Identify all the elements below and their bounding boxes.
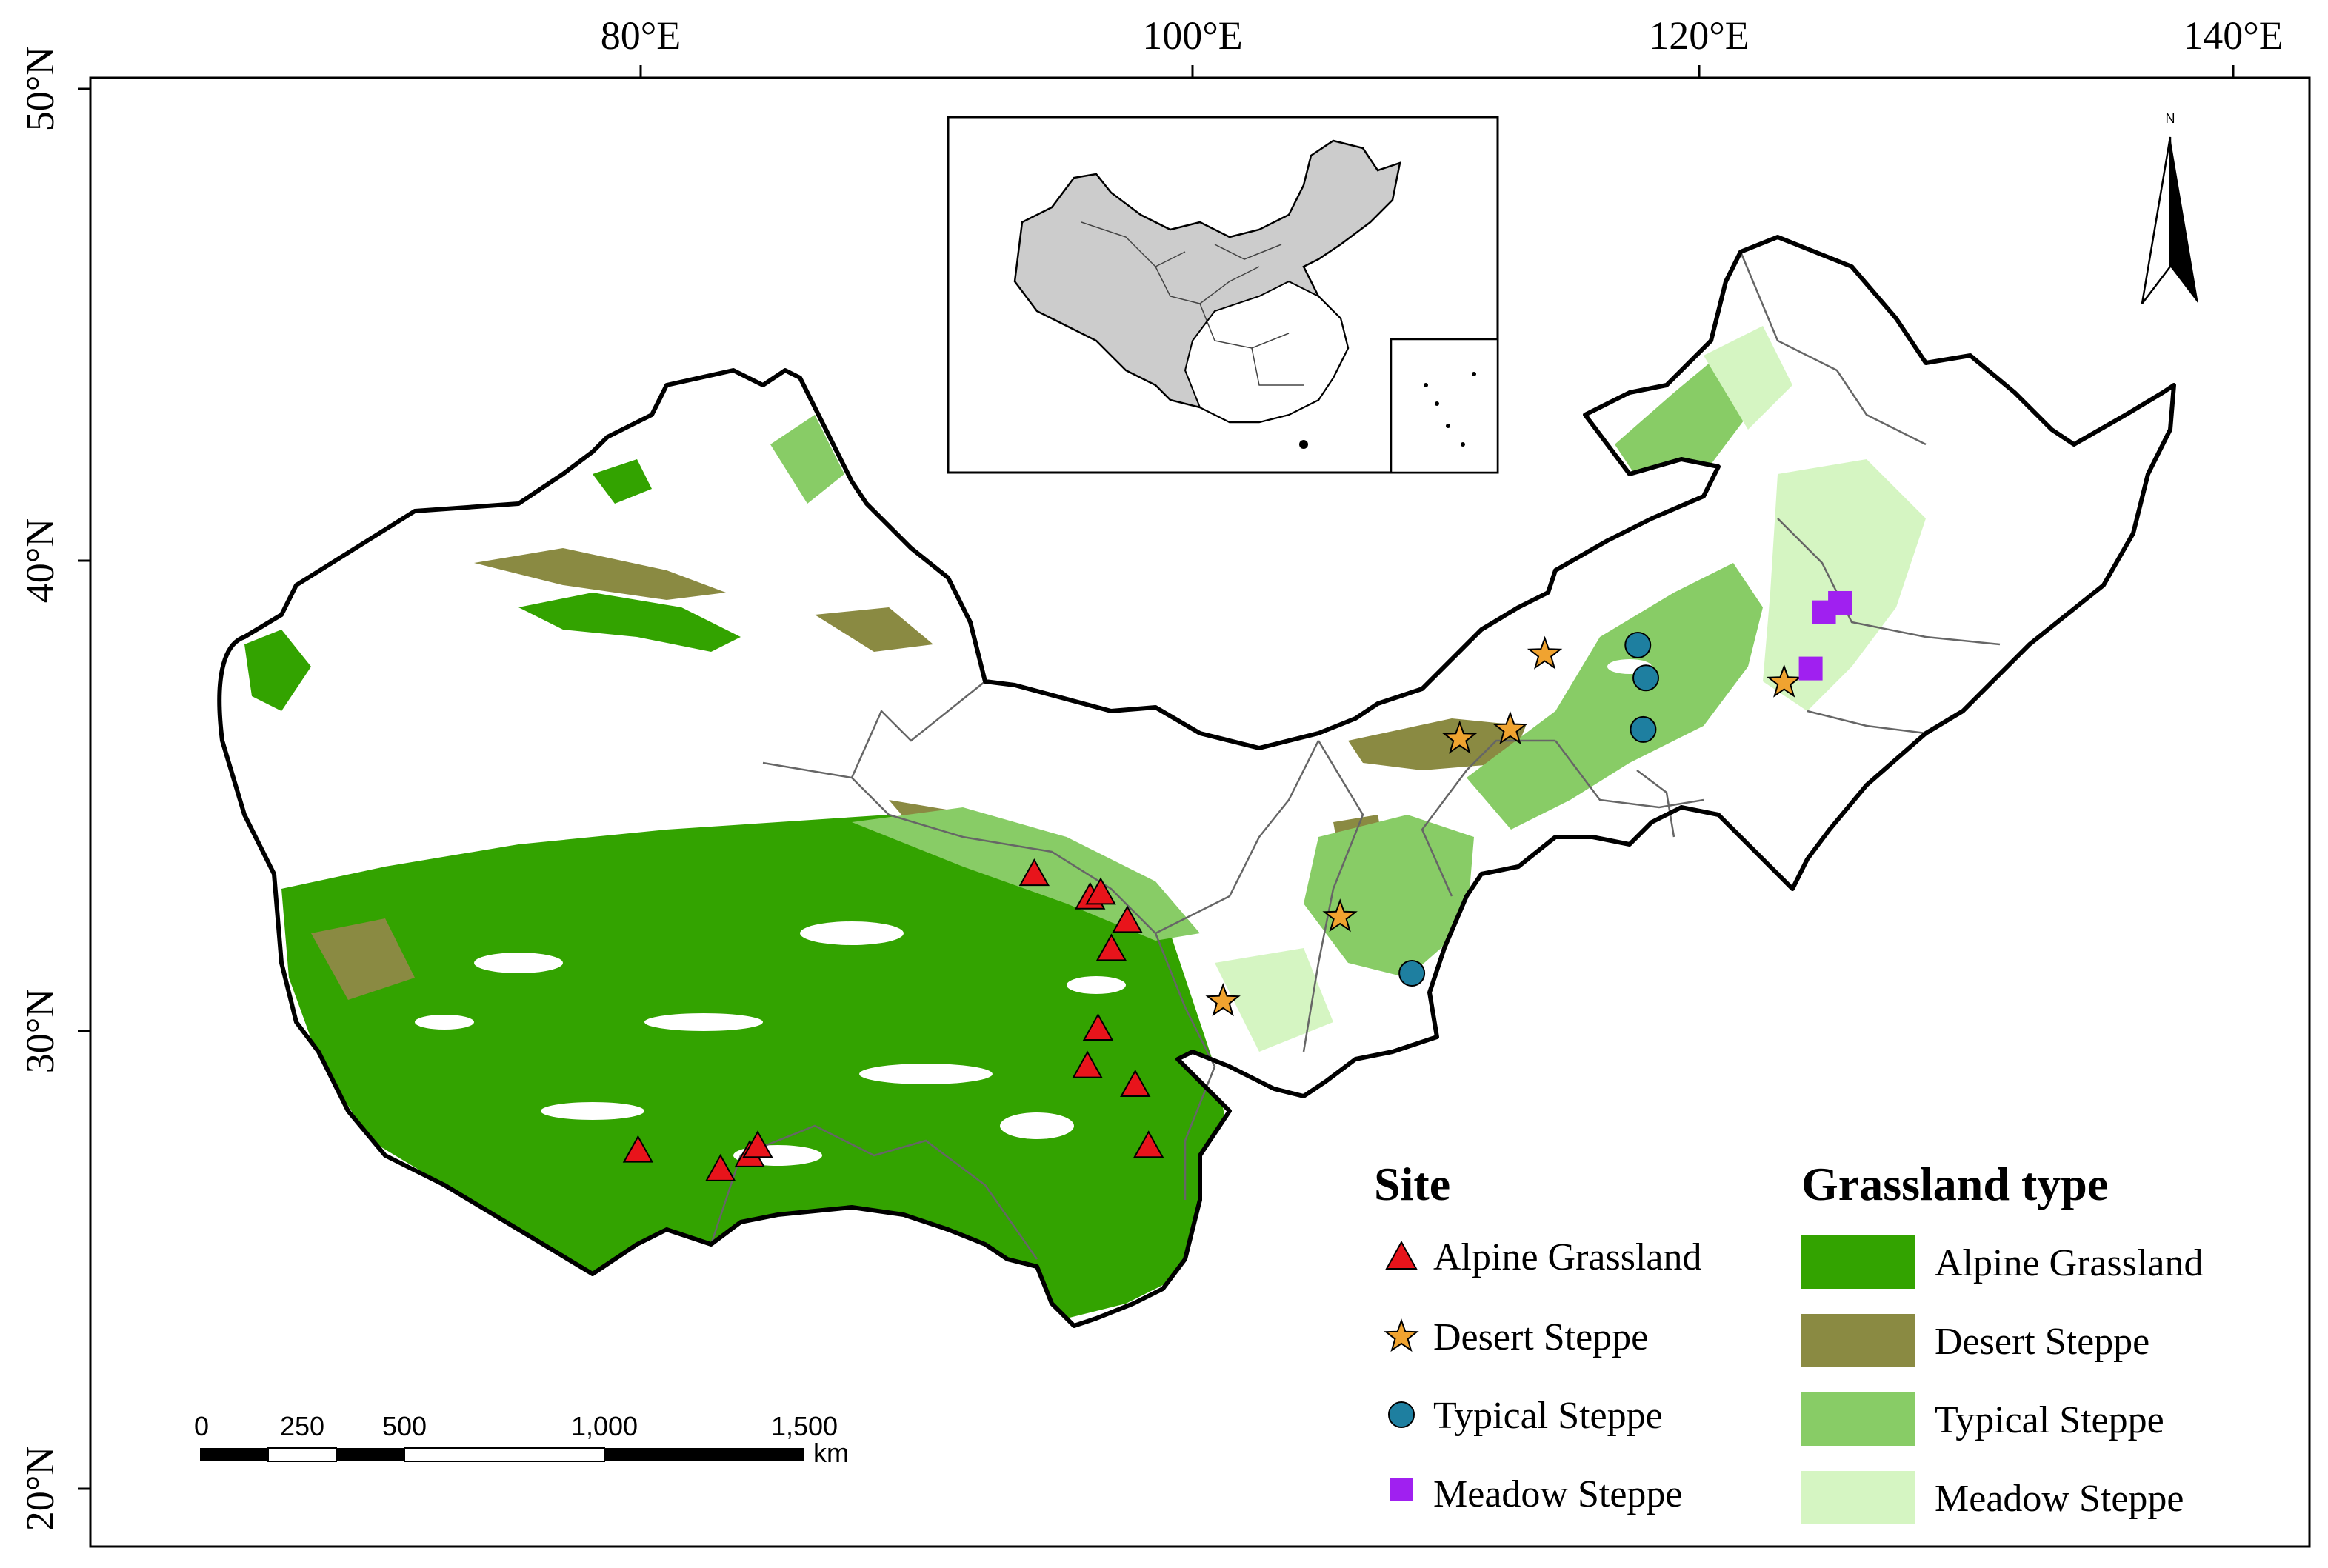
legend-type-label: Alpine Grassland: [1935, 1242, 2203, 1284]
china-outline: [217, 235, 2176, 1328]
frame-ticks: [78, 65, 2235, 1490]
legend-types-title: Grassland type: [1801, 1158, 2108, 1210]
legend-type-label: Desert Steppe: [1935, 1321, 2149, 1363]
typical-steppe-area: [770, 415, 844, 504]
legend-swatch-meadow: [1801, 1471, 1915, 1524]
lat-label-30: 30°N: [18, 989, 62, 1074]
typical-site-marker: [1632, 664, 1660, 692]
inset-internal-boundaries: [1081, 221, 1304, 386]
desert-site-marker: [1441, 720, 1478, 754]
desert-site-marker: [1527, 635, 1563, 670]
inset-southeast-region: [1184, 280, 1350, 423]
alpine-site-marker: [704, 1153, 736, 1181]
alpine-grassland-area: [244, 630, 311, 711]
typical-steppe-area: [1467, 563, 1763, 830]
alpine-grassland-area: [518, 593, 741, 652]
lon-label-80: 80°E: [601, 13, 681, 58]
alpine-site-marker: [1120, 1069, 1151, 1097]
meadow-site-marker: [1798, 656, 1823, 681]
lon-label-120: 120°E: [1649, 13, 1750, 58]
triangle-marker-icon: [1385, 1240, 1418, 1270]
alpine-grassland-area: [593, 459, 652, 504]
alpine-site-marker: [1112, 905, 1143, 933]
province-boundaries: [710, 251, 2001, 1260]
legend-sites-title: Site: [1374, 1158, 1450, 1210]
legend-swatch-alpine: [1801, 1235, 1915, 1289]
alpine-site-marker: [1085, 877, 1116, 905]
scale-tick-0: 0: [194, 1411, 209, 1441]
desert-site-marker: [1322, 898, 1358, 933]
legend-site-label: Meadow Steppe: [1433, 1473, 1682, 1515]
alpine-site-marker: [1133, 1130, 1164, 1158]
desert-steppe-area: [474, 548, 726, 600]
inset-islands: [1299, 372, 1476, 449]
desert-steppe-area: [1348, 718, 1526, 770]
legend-site-label: Typical Steppe: [1433, 1395, 1663, 1437]
desert-site-marker: [1205, 983, 1241, 1017]
alpine-site-marker: [1082, 1012, 1114, 1041]
meadow-site-marker: [1828, 590, 1852, 615]
typical-site-marker: [1624, 631, 1652, 658]
alpine-site-marker: [742, 1130, 773, 1158]
coverage-gaps: [415, 659, 1652, 1166]
legend-type-label: Meadow Steppe: [1935, 1478, 2184, 1520]
legend-swatch-desert: [1801, 1314, 1915, 1367]
scale-tick-1000: 1,000: [571, 1411, 638, 1441]
desert-steppe-area: [311, 918, 415, 1000]
typical-site-marker: [1630, 715, 1657, 743]
lon-label-100: 100°E: [1142, 13, 1243, 58]
legend-sites: Site Alpine Grassland Desert Steppe Typi…: [1374, 1158, 1701, 1515]
alpine-site-marker: [1072, 1050, 1103, 1078]
alpine-site-marker: [1095, 933, 1127, 961]
legend-grassland-types: Grassland type Alpine Grassland Desert S…: [1801, 1158, 2203, 1524]
square-marker-icon: [1390, 1478, 1413, 1501]
alpine-site-marker: [1018, 858, 1050, 887]
desert-site-marker: [1492, 710, 1528, 745]
meadow-steppe-area: [1763, 459, 1926, 711]
alpine-grassland-area: [281, 815, 1230, 1318]
legend-site-label: Desert Steppe: [1433, 1316, 1648, 1358]
scale-bar: 0 250 500 1,000 1,500 km: [194, 1411, 849, 1468]
legend-type-label: Typical Steppe: [1935, 1399, 2164, 1441]
inset-map: [947, 116, 1499, 474]
north-label: N: [2166, 111, 2175, 126]
lat-label-50: 50°N: [18, 47, 62, 132]
desert-site-marker: [1767, 664, 1802, 698]
typical-site-marker: [1398, 960, 1426, 987]
typical-steppe-area: [1615, 356, 1748, 489]
legend-site-label: Alpine Grassland: [1433, 1236, 1701, 1278]
scale-tick-500: 500: [382, 1411, 427, 1441]
alpine-site-marker: [622, 1135, 654, 1163]
meadow-steppe-area: [1704, 326, 1792, 430]
circle-marker-icon: [1388, 1401, 1415, 1428]
meadow-steppe-area: [1215, 948, 1333, 1052]
scale-tick-250: 250: [280, 1411, 324, 1441]
north-arrow-icon: N: [2141, 111, 2198, 304]
scale-unit: km: [813, 1438, 849, 1468]
scale-tick-1500: 1,500: [771, 1411, 838, 1441]
inset-south-sea-frame: [1390, 338, 1499, 474]
legend-swatch-typical: [1801, 1392, 1915, 1446]
star-marker-icon: [1384, 1318, 1419, 1352]
lon-label-140: 140°E: [2183, 13, 2284, 58]
lat-label-20: 20°N: [18, 1447, 62, 1532]
site-markers: [622, 590, 1852, 1181]
lat-label-40: 40°N: [18, 518, 62, 604]
desert-steppe-area: [815, 607, 933, 652]
